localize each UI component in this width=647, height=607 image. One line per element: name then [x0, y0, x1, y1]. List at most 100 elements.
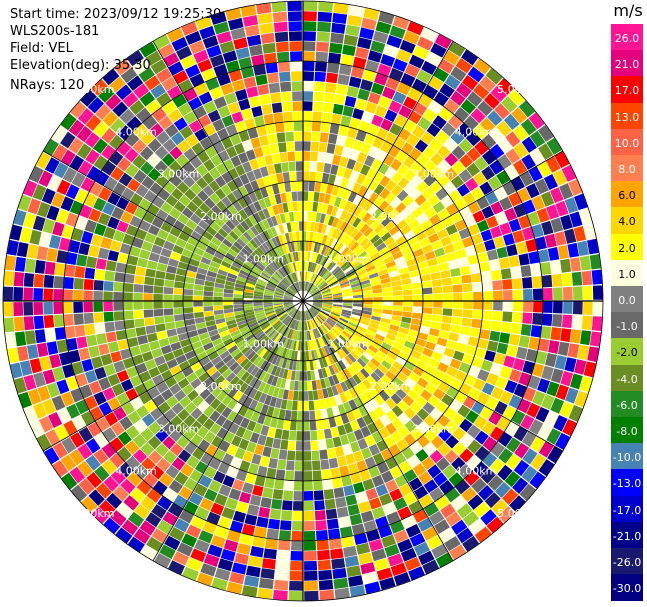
- velocity-gate: [236, 368, 247, 379]
- velocity-gate: [376, 567, 393, 581]
- velocity-gate: [313, 191, 320, 202]
- velocity-gate: [312, 101, 324, 112]
- velocity-gate: [459, 418, 473, 433]
- velocity-gate: [410, 276, 422, 284]
- velocity-gate: [384, 544, 400, 558]
- velocity-gate: [275, 246, 283, 257]
- velocity-gate: [371, 82, 385, 96]
- velocity-gate: [422, 187, 435, 200]
- velocity-gate: [365, 348, 376, 358]
- velocity-gate: [115, 329, 127, 341]
- velocity-gate: [214, 493, 228, 507]
- velocity-gate: [495, 211, 508, 225]
- velocity-gate: [347, 504, 360, 516]
- velocity-gate: [362, 310, 372, 316]
- velocity-gate: [557, 244, 570, 260]
- velocity-gate: [145, 99, 161, 115]
- velocity-gate: [227, 410, 238, 422]
- velocity-gate: [295, 271, 299, 282]
- velocity-gate: [262, 42, 276, 54]
- velocity-gate: [426, 123, 441, 138]
- velocity-gate: [233, 257, 244, 266]
- velocity-gate: [388, 443, 401, 457]
- velocity-gate: [258, 221, 267, 232]
- velocity-gate: [238, 130, 250, 143]
- velocity-gate: [323, 322, 332, 331]
- velocity-gate: [203, 466, 217, 479]
- velocity-gate: [194, 278, 205, 286]
- velocity-gate: [265, 286, 275, 292]
- velocity-gate: [286, 306, 295, 313]
- velocity-gate: [212, 338, 223, 347]
- velocity-gate: [273, 21, 288, 33]
- velocity-gate: [382, 286, 393, 293]
- velocity-gate: [149, 123, 164, 138]
- velocity-gate: [321, 288, 331, 294]
- velocity-gate: [236, 543, 251, 556]
- velocity-gate: [278, 367, 285, 378]
- velocity-gate: [141, 413, 156, 427]
- velocity-gate: [117, 125, 133, 141]
- velocity-gate: [424, 382, 437, 395]
- velocity-gate: [340, 115, 352, 127]
- velocity-gate: [542, 313, 553, 327]
- velocity-gate: [152, 374, 165, 386]
- velocity-gate: [370, 252, 381, 261]
- velocity-gate: [213, 96, 227, 109]
- velocity-gate: [437, 362, 449, 373]
- velocity-gate: [347, 321, 358, 328]
- velocity-gate: [161, 153, 176, 167]
- velocity-gate: [398, 326, 409, 335]
- velocity-gate: [303, 381, 308, 391]
- velocity-gate: [249, 44, 263, 57]
- velocity-gate: [341, 345, 350, 355]
- velocity-gate: [433, 301, 443, 308]
- velocity-gate: [93, 312, 104, 323]
- velocity-gate: [331, 286, 341, 292]
- velocity-gate: [337, 403, 346, 415]
- velocity-gate: [222, 50, 238, 63]
- velocity-gate: [299, 241, 303, 251]
- velocity-gate: [213, 305, 224, 311]
- velocity-gate: [289, 171, 297, 182]
- velocity-gate: [33, 372, 46, 388]
- velocity-gate: [320, 284, 329, 291]
- velocity-gate: [156, 67, 172, 83]
- velocity-gate: [189, 213, 202, 225]
- velocity-gate: [389, 365, 400, 376]
- velocity-gate: [291, 81, 303, 91]
- velocity-gate: [412, 312, 423, 320]
- velocity-gate: [455, 58, 473, 74]
- velocity-gate: [399, 272, 411, 280]
- velocity-gate: [275, 308, 285, 314]
- velocity-gate: [69, 155, 85, 171]
- velocity-gate: [528, 337, 540, 350]
- velocity-gate: [253, 249, 263, 259]
- velocity-gate: [213, 448, 226, 462]
- velocity-gate: [318, 244, 325, 254]
- velocity-gate: [330, 341, 339, 351]
- velocity-gate: [290, 273, 296, 283]
- velocity-gate: [399, 207, 412, 219]
- velocity-gate: [314, 276, 322, 286]
- velocity-gate: [184, 242, 196, 253]
- velocity-gate: [538, 249, 550, 263]
- velocity-gate: [368, 410, 380, 422]
- velocity-gate: [452, 284, 463, 293]
- velocity-gate: [338, 278, 349, 285]
- velocity-gate: [528, 166, 543, 182]
- azimuth-spoke: [302, 150, 564, 302]
- ring-label: 2.00km: [370, 210, 412, 223]
- velocity-gate: [337, 74, 350, 86]
- velocity-gate: [360, 142, 372, 155]
- velocity-gate: [304, 271, 306, 281]
- velocity-gate: [309, 420, 317, 431]
- velocity-gate: [358, 197, 368, 209]
- velocity-gate: [290, 252, 295, 263]
- velocity-gate: [368, 386, 379, 398]
- velocity-gate: [119, 108, 135, 125]
- velocity-gate: [374, 333, 385, 342]
- velocity-gate: [73, 277, 84, 290]
- velocity-gate: [173, 287, 184, 295]
- velocity-gate: [169, 365, 182, 376]
